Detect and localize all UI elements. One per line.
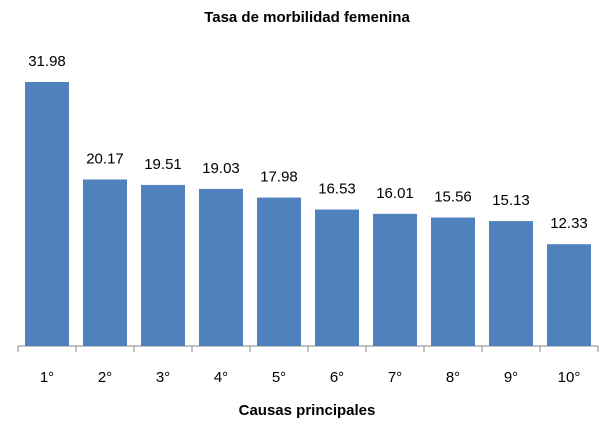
x-tick-label: 8° — [446, 369, 460, 386]
x-axis-label: Causas principales — [239, 402, 376, 419]
value-label: 19.03 — [202, 160, 240, 177]
bar — [141, 184, 185, 346]
value-label: 20.17 — [86, 150, 124, 167]
value-label: 16.53 — [318, 181, 356, 198]
value-label: 16.01 — [376, 185, 414, 202]
bar — [373, 213, 417, 346]
bar — [25, 82, 69, 346]
value-label: 15.56 — [434, 189, 472, 206]
bar — [257, 197, 301, 346]
bar — [315, 209, 359, 346]
bar — [83, 179, 127, 346]
value-label: 17.98 — [260, 169, 298, 186]
x-tick-label: 2° — [98, 369, 112, 386]
x-tick-label: 9° — [504, 369, 518, 386]
value-label: 12.33 — [550, 215, 588, 232]
value-label: 19.51 — [144, 156, 182, 173]
x-tick-label: 6° — [330, 369, 344, 386]
value-label: 15.13 — [492, 192, 530, 209]
bar — [431, 217, 475, 346]
bar — [199, 188, 243, 346]
bar — [489, 221, 533, 346]
x-tick-label: 7° — [388, 369, 402, 386]
bar — [547, 244, 591, 346]
x-tick-label: 10° — [558, 369, 581, 386]
x-tick-label: 5° — [272, 369, 286, 386]
value-label: 31.98 — [28, 53, 66, 70]
chart-title: Tasa de morbilidad femenina — [204, 9, 410, 26]
x-tick-label: 4° — [214, 369, 228, 386]
x-tick-label: 1° — [40, 369, 54, 386]
x-tick-label: 3° — [156, 369, 170, 386]
